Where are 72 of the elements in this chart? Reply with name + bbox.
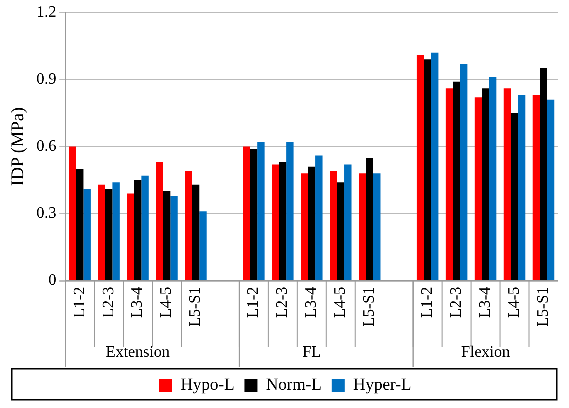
bar [134,180,142,280]
bar [366,158,374,280]
bar [453,82,460,280]
bar [359,174,366,280]
x-tick-label: L1-2 [245,287,262,318]
bar [279,162,287,280]
bar [474,98,482,280]
text: Extension [106,344,170,362]
text: Flexion [461,344,510,362]
x-tick-label: L3-4 [303,287,320,318]
x-tick-label: L3-4 [129,287,146,318]
bar [272,164,280,280]
bar [163,192,171,280]
bar [373,174,381,280]
bar [250,149,258,280]
bar [308,166,316,280]
x-tick-label: L2-3 [448,287,466,318]
bar [112,182,120,280]
bar [301,174,308,280]
x-tick-label: L5-S1 [361,287,378,327]
bar [200,212,207,280]
bar [532,95,540,280]
bar [258,142,265,280]
legend-label: Norm-L [266,374,322,394]
bar [127,194,134,280]
bar [337,182,345,280]
bar [185,171,192,280]
bar [76,169,84,280]
text: FL [302,344,322,362]
bar [170,196,178,280]
y-tick-label: 0 [48,272,57,290]
y-tick-label: 0.3 [36,205,57,222]
bar [540,68,548,280]
bar [98,184,106,280]
x-tick-label: L4-5 [158,287,176,318]
bar [482,88,490,280]
y-tick-label: 0.9 [36,70,57,88]
legend-label: Hyper-L [353,374,412,394]
bar [518,95,526,280]
x-tick-label: L5-S1 [187,287,204,327]
y-axis-title: IDP (MPa) [8,107,28,186]
bar [511,113,518,280]
bar [69,146,76,280]
bar [84,189,91,280]
x-tick-label: L1-2 [419,287,436,318]
y-tick-label: 0.6 [36,138,57,156]
bar [504,88,512,280]
bar [243,146,250,280]
bar [460,64,468,280]
x-tick-label: L4-5 [332,287,350,318]
bar [446,88,454,280]
x-tick-label: L1-2 [71,287,88,318]
bar [286,142,294,280]
bar [489,77,497,280]
bar [547,100,555,280]
x-tick-label: L2-3 [100,287,118,318]
bar [416,55,424,280]
x-tick-label: L5-S1 [534,287,552,327]
x-tick-label: L4-5 [506,287,523,318]
bar [105,189,113,280]
x-tick-label: L2-3 [274,287,292,318]
bar [142,176,149,280]
bar [424,60,432,280]
bar [330,171,338,280]
bar [192,184,200,280]
bar [156,162,164,280]
bar [316,156,323,280]
bar [344,164,352,280]
legend-label: Hypo-L [180,374,235,394]
bar [431,52,439,280]
y-tick-label: 1.2 [36,4,57,21]
x-tick-label: L3-4 [476,287,494,318]
